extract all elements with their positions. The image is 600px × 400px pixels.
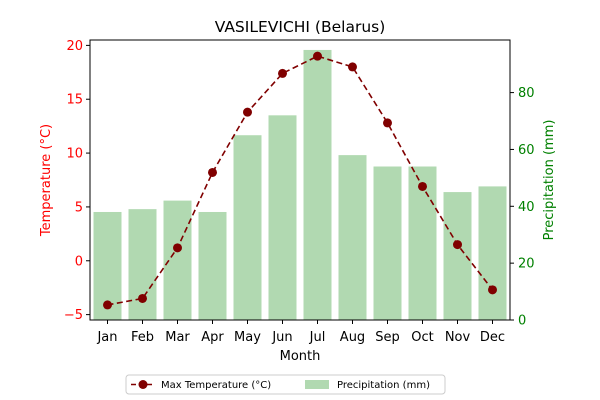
legend-label-temperature: Max Temperature (°C)	[161, 380, 271, 391]
legend-marker-swatch	[138, 380, 148, 389]
temp-point-nov	[453, 240, 462, 250]
x-axis-ticks: Jan Feb Mar Apr May Jun Jul Aug Sep Oct Nov Dec	[96, 320, 505, 345]
temp-point-jan	[103, 300, 112, 310]
precip-bar-apr	[198, 211, 227, 320]
temp-point-feb	[138, 293, 147, 303]
legend: Max Temperature (°C) Precipitation (mm)	[125, 374, 446, 395]
precip-bar-mar	[163, 200, 192, 320]
x-tick-label: Jun	[271, 330, 292, 345]
x-tick-label: Dec	[480, 330, 505, 345]
x-tick-label: Feb	[131, 330, 154, 345]
x-tick-label: Nov	[445, 330, 471, 345]
precip-bar-oct	[408, 166, 437, 320]
left-tick-label: 15	[66, 93, 83, 108]
temp-point-oct	[418, 181, 427, 191]
right-tick-label: 40	[518, 200, 535, 215]
left-tick-label: 20	[66, 39, 83, 54]
right-tick-label: 0	[518, 314, 526, 329]
temperature-line-series	[103, 51, 497, 310]
temp-point-mar	[173, 243, 182, 253]
precipitation-bars	[93, 49, 507, 320]
chart-title: VASILEVICHI (Belarus)	[215, 18, 386, 36]
precip-bar-dec	[478, 186, 507, 320]
plot-frame	[89, 39, 511, 321]
right-tick-label: 60	[518, 143, 535, 158]
right-axis-ticks: 0 20 40 60 80	[510, 86, 535, 329]
temp-point-dec	[488, 285, 497, 295]
temp-point-sep	[383, 118, 392, 128]
precip-bar-may	[233, 135, 262, 320]
x-tick-label: May	[234, 330, 261, 345]
left-tick-label: 5	[75, 200, 83, 215]
precip-bar-aug	[338, 155, 367, 320]
x-tick-label: Mar	[165, 330, 190, 345]
x-tick-label: Aug	[340, 330, 365, 345]
legend-box	[125, 374, 446, 395]
left-axis-ticks: −5 0 5 10 15 20	[64, 39, 90, 323]
right-tick-label: 80	[518, 86, 535, 101]
x-axis-label: Month	[280, 349, 321, 364]
precip-bar-jun	[268, 115, 297, 320]
temp-point-aug	[348, 62, 357, 72]
left-tick-label: −5	[64, 308, 83, 323]
right-axis-label: Precipitation (mm)	[542, 120, 557, 241]
left-tick-label: 10	[66, 147, 83, 162]
right-tick-label: 20	[518, 257, 535, 272]
precip-bar-jul	[303, 49, 332, 320]
precip-bar-feb	[128, 209, 157, 320]
x-tick-label: Oct	[411, 330, 433, 345]
temp-point-jun	[278, 68, 287, 78]
left-tick-label: 0	[75, 254, 83, 269]
temp-point-jul	[313, 51, 322, 61]
x-tick-label: Jan	[96, 330, 117, 345]
x-tick-label: Apr	[201, 330, 224, 345]
temp-point-may	[243, 107, 252, 117]
temp-point-apr	[208, 167, 217, 177]
legend-bar-swatch	[305, 380, 329, 389]
left-axis-label: Temperature (°C)	[39, 124, 54, 237]
x-tick-label: Sep	[375, 330, 400, 345]
precip-bar-sep	[373, 166, 402, 320]
legend-label-precipitation: Precipitation (mm)	[337, 380, 430, 391]
x-tick-label: Jul	[309, 330, 326, 345]
temperature-line	[107, 55, 494, 306]
